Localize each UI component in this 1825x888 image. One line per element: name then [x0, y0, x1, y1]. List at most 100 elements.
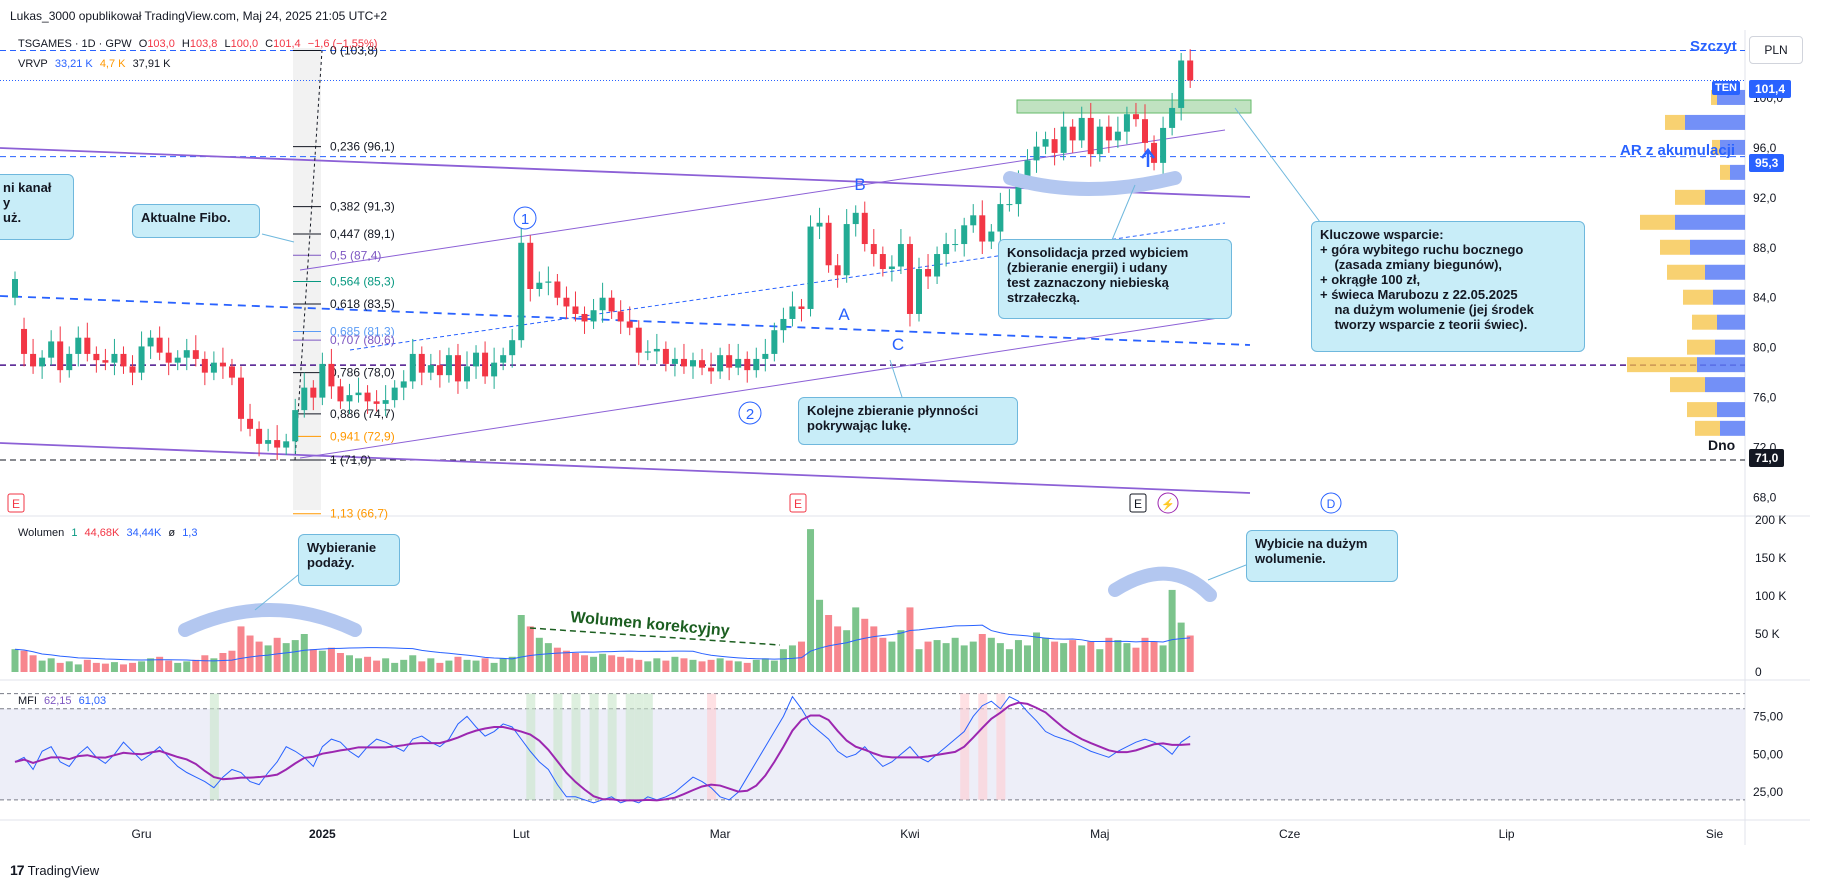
- vrvp-down-bar: [1712, 139, 1720, 155]
- candle-body: [762, 353, 769, 359]
- candle-body: [1096, 126, 1103, 155]
- volume-bar: [1069, 640, 1077, 672]
- close-value: 101,4: [273, 38, 301, 50]
- vrvp-down-bar: [1687, 402, 1717, 418]
- candle-body: [1114, 131, 1121, 141]
- candle-body: [834, 265, 841, 276]
- candle-body: [12, 279, 18, 298]
- candle-body: [1132, 114, 1139, 120]
- candle-body: [1087, 117, 1094, 155]
- vrvp-legend: VRVP 33,21 K 4,7 K 37,91 K: [18, 58, 174, 70]
- volume-bar: [355, 658, 363, 672]
- volume-bar: [472, 660, 480, 672]
- volume-bar: [978, 634, 986, 672]
- candle-body: [319, 363, 326, 398]
- vrvp-down-bar: [1670, 377, 1705, 393]
- candle-body: [1024, 160, 1031, 178]
- volume-bar: [743, 662, 751, 672]
- ar-price-tag: 95,3: [1749, 154, 1785, 172]
- note-wybicie[interactable]: Wybicie na dużym wolumenie.: [1246, 530, 1398, 582]
- candle-body: [943, 244, 950, 255]
- time-axis-label: Cze: [1279, 827, 1301, 841]
- vrvp-label[interactable]: VRVP: [18, 58, 48, 70]
- note-podaz[interactable]: Wybieranie podaży.: [298, 534, 400, 586]
- volume-bar: [364, 656, 372, 672]
- candle-body: [382, 400, 389, 404]
- volume-bar: [327, 647, 335, 672]
- volume-bar: [255, 641, 263, 672]
- test-arrow-icon: [1141, 147, 1155, 167]
- vrvp-total-value: 37,91 K: [132, 58, 171, 70]
- vrvp-down-bar: [1687, 339, 1715, 355]
- volume-bar: [924, 641, 932, 672]
- symbol-label[interactable]: TSGAMES · 1D · GPW: [18, 38, 132, 50]
- volume-bar: [11, 649, 19, 672]
- candle-body: [1033, 146, 1040, 161]
- volume-bar: [192, 659, 200, 672]
- volume-bar: [897, 630, 905, 672]
- volume-ratio-symbol: ø: [168, 527, 176, 539]
- volume-bar: [38, 660, 46, 672]
- ohlc-legend: TSGAMES · 1D · GPW O103,0 H103,8 L100,0 …: [18, 38, 381, 50]
- candle-body: [1051, 139, 1058, 153]
- volume-bar: [825, 615, 833, 672]
- candle-body: [1151, 142, 1158, 163]
- volume-legend: Wolumen 1 44,68K 34,44K ø 1,3: [18, 527, 201, 539]
- candle-body: [1078, 117, 1085, 141]
- mfi-title[interactable]: MFI: [18, 695, 37, 707]
- highlight-arc: [178, 603, 362, 637]
- volume-bar: [1087, 641, 1095, 672]
- candle-body: [888, 266, 895, 270]
- earnings-marker: [789, 493, 807, 513]
- volume-bar: [834, 626, 842, 672]
- tradingview-logo[interactable]: 17 TradingView: [10, 862, 99, 878]
- currency-button[interactable]: PLN: [1749, 36, 1803, 64]
- volume-bar: [662, 660, 670, 672]
- volume-bar: [1168, 589, 1176, 672]
- volume-bar: [74, 664, 82, 672]
- note-kanal[interactable]: ni kanał y uż.: [0, 174, 74, 240]
- channel-lower: [0, 442, 1251, 494]
- volume-bar: [1177, 622, 1185, 672]
- time-axis-label: Mar: [710, 827, 731, 841]
- volume-bar: [1014, 640, 1022, 672]
- mfi-tick-label: 75,00: [1753, 709, 1783, 723]
- volume-bar: [879, 637, 887, 672]
- volume-bar: [1159, 645, 1167, 672]
- mfi-highlight-column: [209, 693, 219, 800]
- note-plynnosc[interactable]: Kolejne zbieranie płynności pokrywając l…: [798, 397, 1018, 445]
- earnings-marker-label: E: [794, 497, 802, 511]
- volume-tick-label: 200 K: [1755, 513, 1786, 527]
- candle-body: [219, 362, 226, 367]
- volume-bar: [92, 662, 100, 672]
- candle-body: [545, 281, 552, 283]
- volume-bar: [336, 653, 344, 672]
- candle-body: [418, 353, 425, 373]
- volume-bar: [382, 658, 390, 672]
- mfi-highlight-column: [643, 693, 653, 800]
- earnings-marker: [7, 493, 25, 513]
- volume-bar: [463, 659, 471, 672]
- volume-bar: [156, 656, 164, 672]
- label-ar: AR z akumulacji: [1620, 142, 1736, 159]
- volume-bar: [635, 659, 643, 672]
- time-axis-label: Lut: [513, 827, 530, 841]
- note-fibo[interactable]: Aktualne Fibo.: [132, 204, 260, 238]
- note-wsparcie[interactable]: Kluczowe wsparcie: + góra wybitego ruchu…: [1311, 221, 1585, 352]
- volume-bar: [888, 641, 896, 672]
- candle-body: [400, 381, 407, 388]
- candle-body: [1015, 177, 1022, 205]
- volume-bar: [508, 656, 516, 672]
- volume-title[interactable]: Wolumen: [18, 527, 65, 539]
- candle-body: [138, 346, 145, 373]
- note-konsolidacja[interactable]: Konsolidacja przed wybiciem (zbieranie e…: [998, 239, 1232, 319]
- candle-body: [337, 386, 344, 402]
- mfi-highlight-column: [707, 693, 717, 800]
- vrvp-down-bar: [1665, 114, 1685, 130]
- mfi-highlight-column: [978, 693, 988, 800]
- volume-bar: [644, 661, 652, 672]
- fib-label: 0,707 (80,6): [330, 333, 395, 347]
- candle-body: [1042, 139, 1049, 147]
